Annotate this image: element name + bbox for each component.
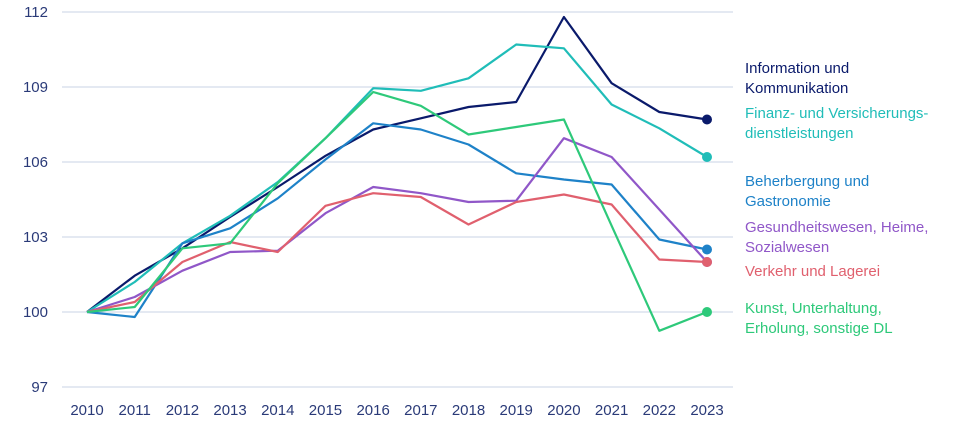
legend-label: Erholung, sonstige DL: [745, 320, 893, 337]
x-tick-label: 2023: [690, 402, 723, 419]
series-end-marker: [702, 257, 712, 267]
legend-label: Sozialwesen: [745, 239, 829, 256]
x-tick-label: 2010: [70, 402, 103, 419]
legend-label: dienstleistungen: [745, 125, 853, 142]
series-lines: [86, 15, 712, 332]
legend-label: Information und: [745, 60, 849, 77]
series-end-marker: [702, 307, 712, 317]
y-tick-label: 112: [24, 4, 48, 21]
series-line: [86, 192, 708, 314]
y-tick-label: 97: [31, 379, 48, 396]
series-end-marker: [702, 244, 712, 255]
x-tick-label: 2015: [309, 402, 342, 419]
x-tick-label: 2020: [547, 402, 580, 419]
series-end-marker: [702, 152, 712, 162]
y-axis-ticks: 97 100 103 106 109 112: [23, 4, 48, 396]
legend-label: Finanz- und Versicherungs-: [745, 105, 928, 122]
x-axis-ticks: 2010 2011 2012 2013 2014 2015 2016 2017 2018 2019…: [70, 402, 723, 419]
x-tick-label: 2021: [595, 402, 628, 419]
legend-label: Gastronomie: [745, 193, 831, 210]
legend-label: Gesundheitswesen, Heime,: [745, 219, 928, 236]
x-tick-label: 2018: [452, 402, 485, 419]
y-tick-label: 109: [23, 79, 48, 96]
legend-label: Verkehr und Lagerei: [745, 263, 880, 280]
x-tick-label: 2011: [119, 402, 151, 419]
legend: Information und Kommunikation Finanz- und …: [745, 60, 928, 337]
legend-label: Beherbergung und: [745, 173, 869, 190]
series-line: [86, 90, 708, 332]
series-line: [86, 137, 708, 314]
x-tick-label: 2017: [404, 402, 437, 419]
series-end-marker: [702, 114, 712, 125]
series-line: [86, 43, 708, 313]
legend-label: Kommunikation: [745, 80, 848, 97]
x-tick-label: 2019: [500, 402, 533, 419]
series-line: [86, 122, 708, 319]
y-tick-label: 103: [23, 229, 48, 246]
series-line: [86, 15, 708, 313]
gridlines: [62, 11, 733, 388]
y-tick-label: 100: [23, 304, 48, 321]
x-tick-label: 2014: [261, 402, 294, 419]
x-tick-label: 2022: [643, 402, 676, 419]
y-tick-label: 106: [23, 154, 48, 171]
legend-label: Kunst, Unterhaltung,: [745, 300, 882, 317]
x-tick-label: 2012: [166, 402, 199, 419]
x-tick-label: 2013: [213, 402, 246, 419]
x-tick-label: 2016: [356, 402, 389, 419]
